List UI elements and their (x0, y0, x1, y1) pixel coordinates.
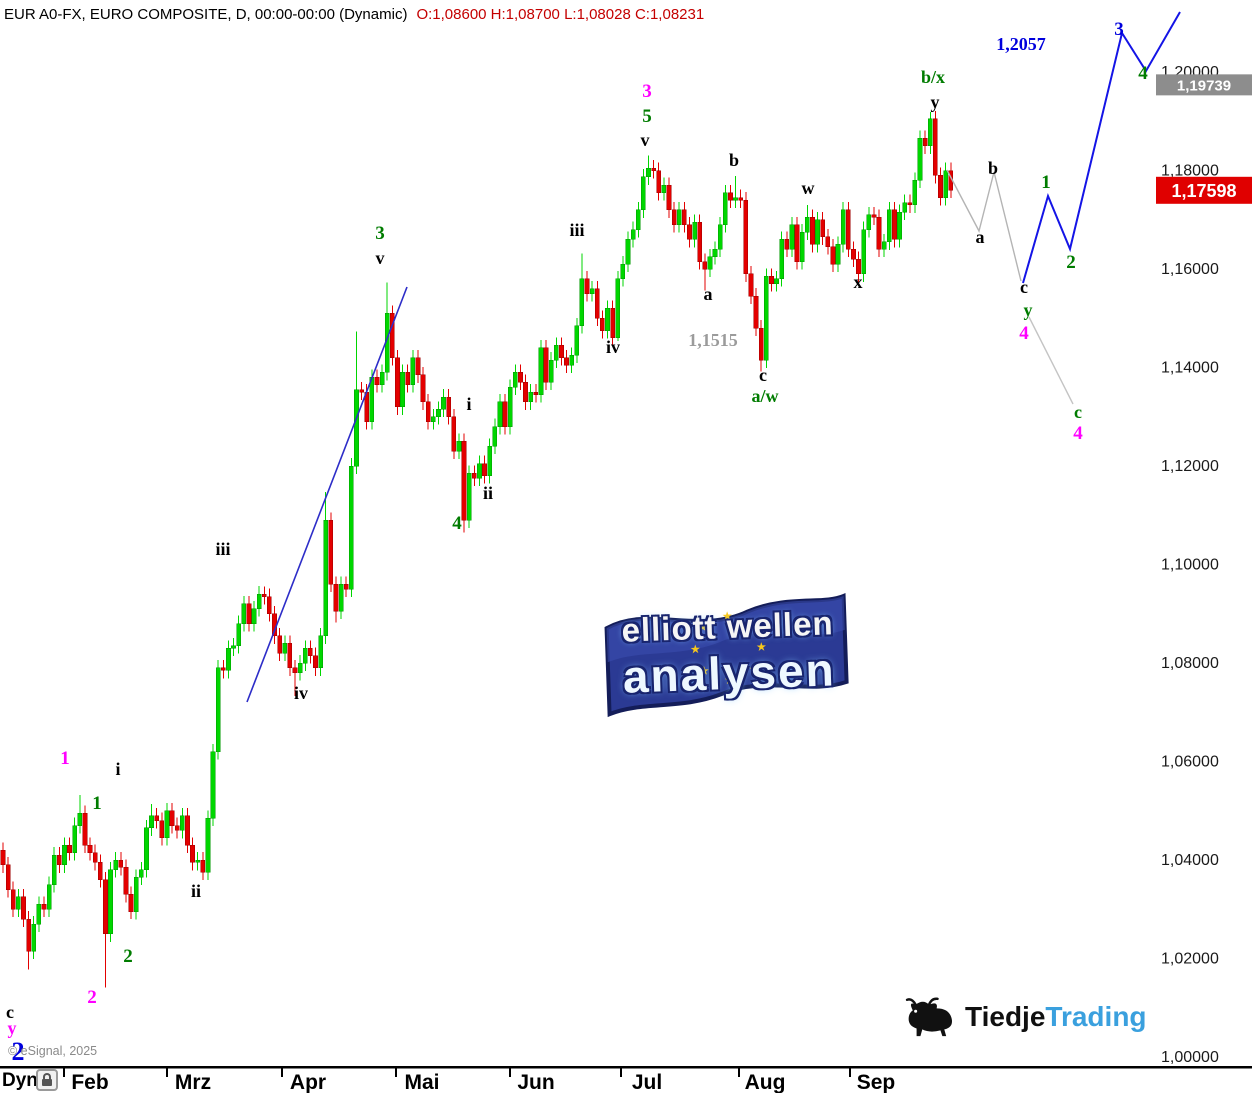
wave-label: b (729, 150, 739, 170)
projection-lines (246, 11, 1181, 703)
watermark-line2: analysen (621, 643, 837, 703)
wave-label: 4 (1073, 423, 1083, 444)
ohlc-readout: O:1,08600 H:1,08700 L:1,08028 C:1,08231 (416, 6, 705, 23)
price-tag (1156, 176, 1252, 204)
wave-label: i (466, 394, 471, 414)
wave-label: 4 (1019, 323, 1029, 344)
wave-label: 1 (60, 748, 70, 769)
watermark-logo: ★ ★ ★ ★ ★ ★ ★ ★ elliott wellen analysen (595, 587, 862, 746)
wave-label: 3 (1114, 19, 1124, 40)
eu-flag-icon: ★ ★ ★ ★ ★ ★ ★ ★ (604, 592, 849, 718)
wave-label: y (931, 92, 940, 112)
wave-label: 2 (1066, 252, 1076, 273)
wave-label: a (704, 284, 713, 304)
price-label: 1,08000 (1161, 655, 1219, 672)
price-label: 1,02000 (1161, 951, 1219, 968)
brand-name-blue: Trading (1045, 1001, 1147, 1032)
wave-label: v (641, 130, 650, 150)
lock-icon (43, 1073, 51, 1080)
wave-label: w (802, 178, 815, 198)
svg-text:★: ★ (747, 618, 758, 632)
wave-label: ii (483, 483, 493, 503)
price-tag-value: 1,17598 (1171, 181, 1236, 201)
svg-text:★: ★ (690, 642, 701, 656)
svg-text:★: ★ (756, 640, 767, 654)
wave-label: iii (569, 220, 584, 240)
wave-label: x (854, 272, 863, 292)
wave-label: v (376, 248, 385, 268)
month-label: Mai (404, 1071, 439, 1093)
wave-label: ii (191, 881, 201, 901)
month-label: Jul (632, 1071, 662, 1093)
wave-label: iv (294, 683, 308, 703)
price-label: 1,00000 (1161, 1049, 1219, 1066)
price-tag (1156, 74, 1252, 96)
tiedje-trading-logo: Tiedje Trading (900, 996, 1147, 1038)
trendline (246, 286, 408, 703)
wave-label: 1,2057 (996, 34, 1046, 54)
copyright-note: © eSignal, 2025 (8, 1044, 98, 1058)
bearish-alternative (1028, 316, 1074, 405)
month-label: Apr (290, 1071, 326, 1093)
chart-header: EUR A0-FX, EURO COMPOSITE, D, 00:00-00:0… (4, 6, 704, 23)
price-label: 1,04000 (1161, 852, 1219, 869)
wave-label: 5 (642, 106, 652, 127)
candlesticks (0, 110, 954, 988)
wave-label: 1 (1041, 172, 1051, 193)
price-label: 1,16000 (1161, 261, 1219, 278)
wave-label: 4 (452, 513, 462, 534)
svg-text:★: ★ (724, 673, 735, 687)
wave-label: 2 (87, 987, 97, 1008)
month-label: Aug (745, 1071, 786, 1093)
brand-name-black: Tiedje (965, 1001, 1046, 1032)
abc-correction (946, 169, 1022, 282)
wave-label: a (976, 227, 985, 247)
price-label: 1,10000 (1161, 557, 1219, 574)
wave-label: 4 (1138, 63, 1148, 84)
wave-label: y (1024, 300, 1033, 320)
price-tag-value: 1,19739 (1177, 77, 1231, 94)
wave-label: a/w (752, 386, 779, 406)
bullish-projection (1022, 11, 1181, 284)
wave-label: 3 (375, 223, 385, 244)
price-axis[interactable]: 1,200001,180001,160001,140001,120001,100… (1156, 64, 1252, 1066)
wave-label: i (115, 759, 120, 779)
wave-label: c (1020, 277, 1028, 297)
price-label: 1,18000 (1161, 163, 1219, 180)
price-label: 1,12000 (1161, 458, 1219, 475)
svg-text:★: ★ (697, 620, 708, 634)
wave-label: c (1074, 402, 1082, 422)
wave-label: iii (215, 539, 230, 559)
wave-label: iv (606, 337, 620, 357)
wave-label: b (988, 158, 998, 178)
time-axis[interactable]: Feb Mrz Apr Mai Jun Jul Aug Sep (0, 1066, 1252, 1093)
wave-label: y (8, 1018, 17, 1038)
svg-text:★: ★ (748, 662, 759, 676)
svg-text:★: ★ (698, 664, 709, 678)
symbol-title: EUR A0-FX, EURO COMPOSITE, D, 00:00-00:0… (4, 6, 408, 23)
lock-icon-body (42, 1079, 52, 1086)
svg-text:★: ★ (722, 609, 733, 623)
month-label: Jun (517, 1071, 554, 1093)
price-label: 1,06000 (1161, 754, 1219, 771)
lock-button[interactable] (36, 1069, 58, 1091)
wave-label: c (759, 365, 767, 385)
month-label: Mrz (175, 1071, 211, 1093)
price-label: 1,14000 (1161, 360, 1219, 377)
dyn-mode-label: Dyn (2, 1070, 38, 1091)
wave-label: 1,1515 (688, 330, 738, 350)
watermark-text: elliott wellen analysen (596, 604, 861, 704)
wave-label: 2 (123, 946, 133, 967)
bull-icon (905, 997, 953, 1037)
wave-label: 1 (92, 793, 102, 814)
month-label: Sep (857, 1071, 896, 1093)
wave-label: c (6, 1002, 14, 1022)
wave-label: b/x (921, 67, 945, 87)
month-label: Feb (71, 1071, 108, 1093)
wave-label: 2 (12, 1037, 25, 1066)
wave-label: 3 (642, 81, 652, 102)
